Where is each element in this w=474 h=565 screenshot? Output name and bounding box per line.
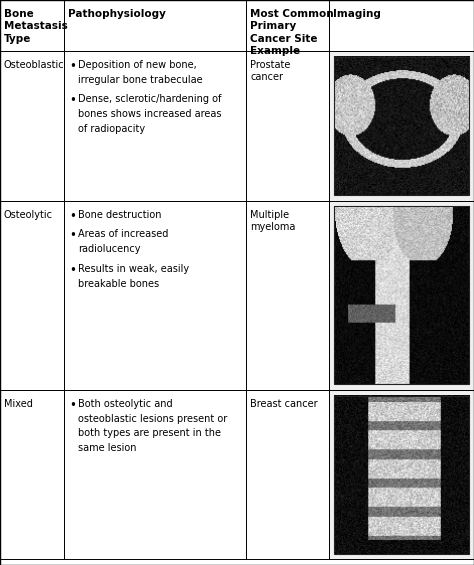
Text: •: • [70, 229, 77, 242]
Text: Mixed: Mixed [4, 399, 33, 409]
Text: Deposition of new bone,: Deposition of new bone, [78, 60, 197, 70]
Text: Dense, sclerotic/hardening of: Dense, sclerotic/hardening of [78, 94, 221, 105]
Text: breakable bones: breakable bones [78, 279, 159, 289]
Bar [64, 51, 246, 201]
Bar [0, 201, 64, 390]
Bar [64, 390, 246, 559]
Text: Prostate
cancer: Prostate cancer [250, 60, 291, 82]
Bar [334, 206, 469, 384]
Text: •: • [70, 60, 77, 73]
Bar [246, 51, 329, 201]
Text: irregular bone trabeculae: irregular bone trabeculae [78, 75, 203, 85]
Text: Multiple
myeloma: Multiple myeloma [250, 210, 296, 232]
Text: Pathophysiology: Pathophysiology [68, 9, 165, 19]
Text: osteoblastic lesions present or: osteoblastic lesions present or [78, 414, 228, 424]
Bar [329, 201, 474, 390]
Text: •: • [70, 210, 77, 223]
Text: Areas of increased: Areas of increased [78, 229, 169, 240]
Bar [334, 56, 469, 195]
Bar [246, 390, 329, 559]
Text: both types are present in the: both types are present in the [78, 428, 221, 438]
Text: •: • [70, 399, 77, 412]
Bar [334, 396, 469, 554]
Text: bones shows increased areas: bones shows increased areas [78, 109, 222, 119]
Text: Both osteolytic and: Both osteolytic and [78, 399, 173, 409]
Bar [64, 201, 246, 390]
Text: Bone
Metastasis
Type: Bone Metastasis Type [4, 9, 67, 44]
Text: Results in weak, easily: Results in weak, easily [78, 264, 189, 274]
Bar [246, 0, 329, 51]
Bar [0, 51, 64, 201]
Bar [0, 390, 64, 559]
Bar [329, 0, 474, 51]
Text: same lesion: same lesion [78, 443, 137, 453]
Text: Osteoblastic: Osteoblastic [4, 60, 64, 70]
Text: •: • [70, 94, 77, 107]
Text: Imaging: Imaging [333, 9, 381, 19]
Bar [329, 390, 474, 559]
Text: Most Common
Primary
Cancer Site
Example: Most Common Primary Cancer Site Example [250, 9, 334, 56]
Bar [0, 0, 64, 51]
Text: radiolucency: radiolucency [78, 244, 141, 254]
Text: Bone destruction: Bone destruction [78, 210, 162, 220]
Bar [64, 0, 246, 51]
Text: of radiopacity: of radiopacity [78, 124, 146, 134]
Text: Breast cancer: Breast cancer [250, 399, 318, 409]
Bar [246, 201, 329, 390]
Bar [329, 51, 474, 201]
Text: •: • [70, 264, 77, 277]
Text: Osteolytic: Osteolytic [4, 210, 53, 220]
